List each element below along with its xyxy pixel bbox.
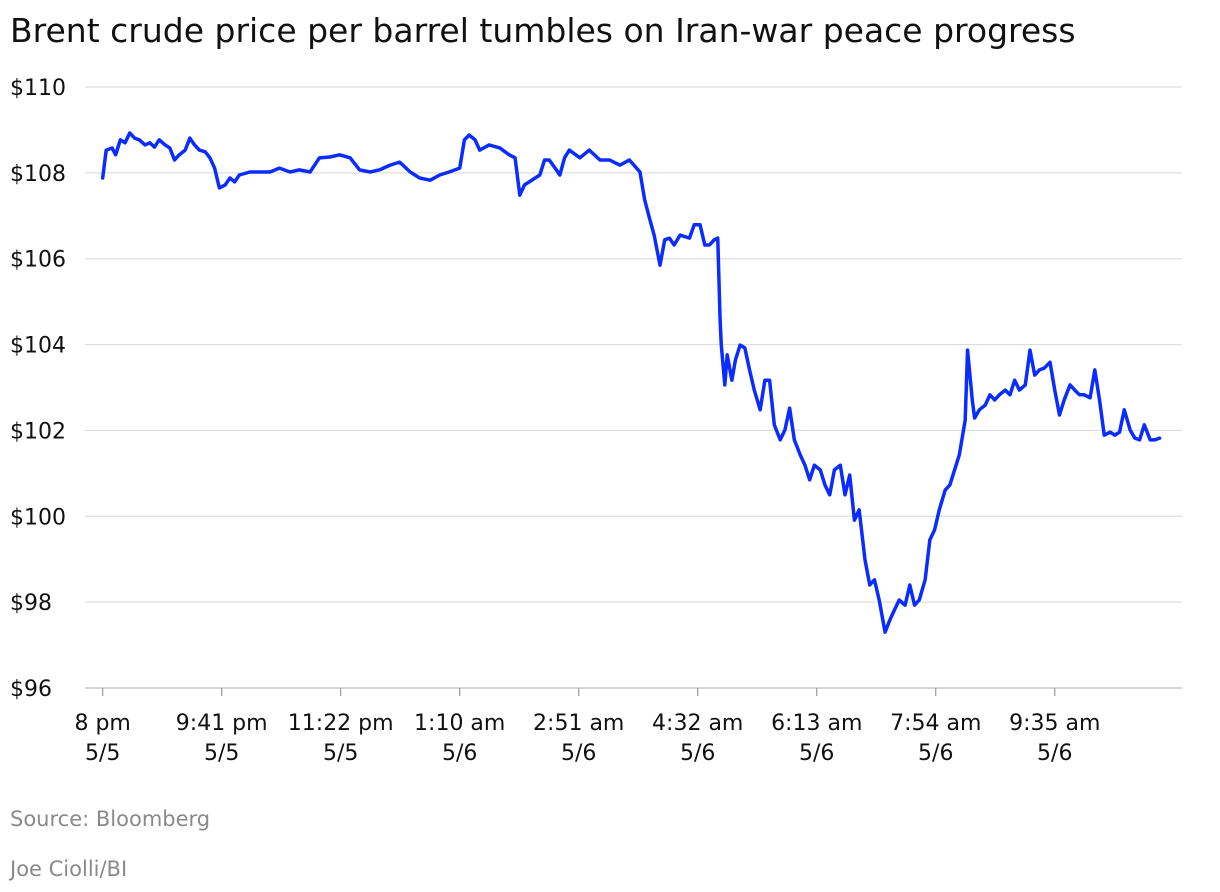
price-line xyxy=(100,131,1162,634)
y-tick-label: $110 xyxy=(10,76,66,101)
x-tick-label: 7:54 am 5/6 xyxy=(890,711,981,766)
x-tick-label: 9:41 pm 5/5 xyxy=(176,711,268,766)
source: Source: Bloomberg xyxy=(10,807,210,831)
chart-title: Brent crude price per barrel tumbles on … xyxy=(10,11,1076,50)
x-tick-label: 1:10 am 5/6 xyxy=(414,711,505,766)
y-tick-label: $102 xyxy=(10,419,66,444)
x-tick-label: 8 pm 5/5 xyxy=(74,711,130,766)
y-tick-label: $104 xyxy=(10,334,66,359)
y-tick-label: $100 xyxy=(10,505,66,530)
x-tick-label: 4:32 am 5/6 xyxy=(652,711,743,766)
credit: Joe Ciolli/BI xyxy=(8,857,127,881)
x-tick-label: 11:22 pm 5/5 xyxy=(288,711,394,766)
y-tick-label: $108 xyxy=(10,162,66,187)
x-tick-label: 2:51 am 5/6 xyxy=(533,711,624,766)
y-tick-label: $96 xyxy=(10,677,52,702)
x-tick-label: 9:35 am 5/6 xyxy=(1009,711,1100,766)
y-tick-label: $98 xyxy=(10,591,52,616)
x-tick-label: 6:13 am 5/6 xyxy=(771,711,862,766)
y-tick-label: $106 xyxy=(10,248,66,273)
